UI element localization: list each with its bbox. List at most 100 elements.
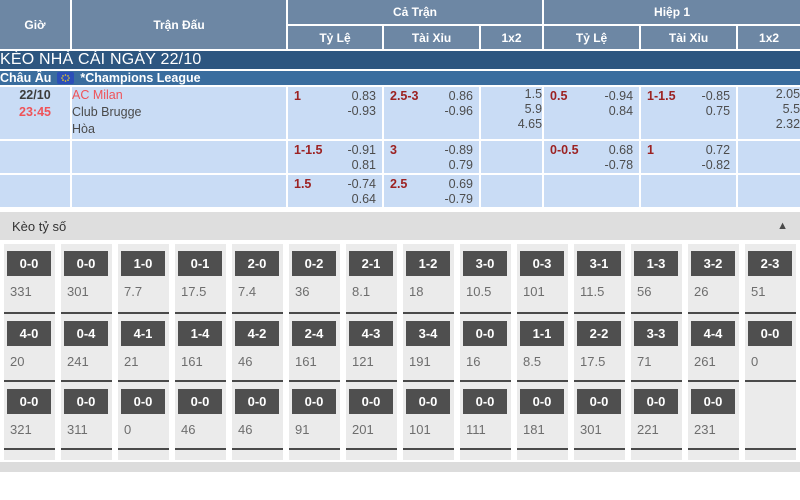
score-row-stub: [289, 448, 340, 460]
handicap-line: 2.5-3: [390, 89, 419, 103]
col-header-match: Trận Đấu: [70, 0, 288, 51]
score-odds-value: 161: [295, 354, 317, 369]
score-odds-cell[interactable]: 0-0 331: [4, 244, 55, 312]
score-odds-cell[interactable]: 0-0 101: [403, 380, 454, 448]
odd-value: -0.78: [604, 158, 634, 172]
score-odds-cell[interactable]: 2-2 17.5: [574, 312, 625, 380]
score-odds-cell[interactable]: 1-3 56: [631, 244, 682, 312]
score-odds-cell[interactable]: 2-1 8.1: [346, 244, 397, 312]
col-header-full-match: Cả Trận: [285, 0, 545, 26]
score-odds-cell[interactable]: 0-0 231: [688, 380, 739, 448]
score-label: 4-3: [349, 321, 393, 346]
score-odds-cell[interactable]: 0-0 201: [346, 380, 397, 448]
score-odds-cell[interactable]: 4-2 46: [232, 312, 283, 380]
score-odds-cell[interactable]: 0-0 181: [517, 380, 568, 448]
score-odds-cell[interactable]: 4-3 121: [346, 312, 397, 380]
odds-values: 0.72 -0.82: [701, 143, 731, 172]
score-label: 0-0: [463, 389, 507, 414]
score-label: 4-1: [121, 321, 165, 346]
h1-handicap-cell[interactable]: 0.5 -0.94 0.84: [542, 85, 642, 141]
score-section-header[interactable]: Kèo tỷ số ▲: [0, 212, 800, 240]
score-odds-cell[interactable]: 1-1 8.5: [517, 312, 568, 380]
score-odds-cell[interactable]: 0-1 17.5: [175, 244, 226, 312]
score-label: 0-0: [463, 321, 507, 346]
score-column: 2-1 8.1 4-3 121 0-0 201: [346, 244, 397, 460]
score-odds-value: 16: [466, 354, 481, 369]
score-odds-cell[interactable]: 0-4 241: [61, 312, 112, 380]
score-odds-cell[interactable]: 0-0 321: [4, 380, 55, 448]
score-odds-cell[interactable]: 0-0 46: [175, 380, 226, 448]
league-header[interactable]: Châu Âu *Champions League: [0, 69, 800, 87]
score-odds-cell[interactable]: 3-1 11.5: [574, 244, 625, 312]
score-label: 2-1: [349, 251, 393, 276]
score-label: 1-2: [406, 251, 450, 276]
ft-over-under-cell[interactable]: 2.5-3 0.86 -0.96: [382, 85, 481, 141]
score-odds-cell[interactable]: 3-2 26: [688, 244, 739, 312]
score-odds-cell[interactable]: 0-0 311: [61, 380, 112, 448]
score-row-stub: [346, 448, 397, 460]
score-label: 0-0: [634, 389, 678, 414]
score-column: 2-0 7.4 4-2 46 0-0 46: [232, 244, 283, 460]
score-odds-cell[interactable]: 1-2 18: [403, 244, 454, 312]
score-odds-cell[interactable]: 0-0 301: [574, 380, 625, 448]
h1-over-under-cell[interactable]: 1-1.5 -0.85 0.75: [639, 85, 739, 141]
odd-value: 5.5: [782, 102, 800, 116]
score-column: 0-0 301 0-4 241 0-0 311: [61, 244, 112, 460]
score-odds-cell[interactable]: 0-0 91: [289, 380, 340, 448]
ft-handicap-cell[interactable]: 1-1.5 -0.91 0.81: [286, 139, 384, 175]
score-label: 4-4: [691, 321, 735, 346]
score-column: 1-2 18 3-4 191 0-0 101: [403, 244, 454, 460]
score-label: 0-0: [64, 389, 108, 414]
odd-value: -0.82: [701, 158, 731, 172]
score-odds-value: 321: [10, 422, 32, 437]
collapse-arrow-icon[interactable]: ▲: [777, 219, 788, 232]
h1-1x2-cell: [736, 139, 800, 175]
score-row-stub: [118, 448, 169, 460]
score-odds-cell[interactable]: 1-0 7.7: [118, 244, 169, 312]
score-odds-cell[interactable]: 0-0 16: [460, 312, 511, 380]
score-label: 3-1: [577, 251, 621, 276]
score-odds-cell[interactable]: 2-0 7.4: [232, 244, 283, 312]
score-odds-cell[interactable]: 0-0 0: [745, 312, 796, 380]
score-odds-value: 301: [580, 422, 602, 437]
score-odds-cell[interactable]: 4-0 20: [4, 312, 55, 380]
score-odds-value: 181: [523, 422, 545, 437]
score-odds-cell[interactable]: 4-1 21: [118, 312, 169, 380]
ft-handicap-cell[interactable]: 1 0.83 -0.93: [286, 85, 384, 141]
score-odds-cell[interactable]: 0-0 301: [61, 244, 112, 312]
handicap-line: 2.5: [390, 177, 408, 191]
score-odds-cell[interactable]: 0-0 111: [460, 380, 511, 448]
ft-over-under-cell[interactable]: 3 -0.89 0.79: [382, 139, 481, 175]
score-odds-cell[interactable]: 0-0 0: [118, 380, 169, 448]
h1-over-under-cell[interactable]: 1 0.72 -0.82: [639, 139, 739, 175]
score-odds-cell[interactable]: 3-0 10.5: [460, 244, 511, 312]
score-odds-value: 17.5: [181, 284, 207, 299]
score-odds-cell[interactable]: 4-4 261: [688, 312, 739, 380]
score-odds-cell[interactable]: 3-4 191: [403, 312, 454, 380]
score-odds-cell[interactable]: 0-3 101: [517, 244, 568, 312]
score-row-stub: [61, 448, 112, 460]
score-odds-cell[interactable]: 2-4 161: [289, 312, 340, 380]
score-odds-value: 10.5: [466, 284, 492, 299]
score-odds-cell[interactable]: 3-3 71: [631, 312, 682, 380]
score-odds-cell[interactable]: 2-3 51: [745, 244, 796, 312]
score-odds-value: 221: [637, 422, 659, 437]
score-column: 0-2 36 2-4 161 0-0 91: [289, 244, 340, 460]
odds-inner: 1.5 -0.74 0.64: [289, 176, 381, 206]
odd-value: -0.93: [347, 104, 377, 118]
score-odds-cell[interactable]: 1-4 161: [175, 312, 226, 380]
score-odds-cell[interactable]: 0-0 46: [232, 380, 283, 448]
odd-value: 0.69: [448, 177, 473, 191]
ft-handicap-cell[interactable]: 1.5 -0.74 0.64: [286, 173, 384, 209]
score-odds-value: 46: [238, 354, 253, 369]
odds-values: -0.85 0.75: [702, 89, 731, 119]
score-odds-cell[interactable]: 0-0 221: [631, 380, 682, 448]
score-label: 0-0: [520, 389, 564, 414]
h1-handicap-cell[interactable]: 0-0.5 0.68 -0.78: [542, 139, 642, 175]
score-odds-cell[interactable]: 0-2 36: [289, 244, 340, 312]
score-label: 3-3: [634, 321, 678, 346]
odd-value: 0.68: [608, 143, 634, 157]
h1-1x2-cell[interactable]: 2.05 5.5 2.32: [736, 85, 800, 141]
ft-1x2-cell[interactable]: 1.5 5.9 4.65: [478, 85, 545, 141]
ft-over-under-cell[interactable]: 2.5 0.69 -0.79: [382, 173, 481, 209]
